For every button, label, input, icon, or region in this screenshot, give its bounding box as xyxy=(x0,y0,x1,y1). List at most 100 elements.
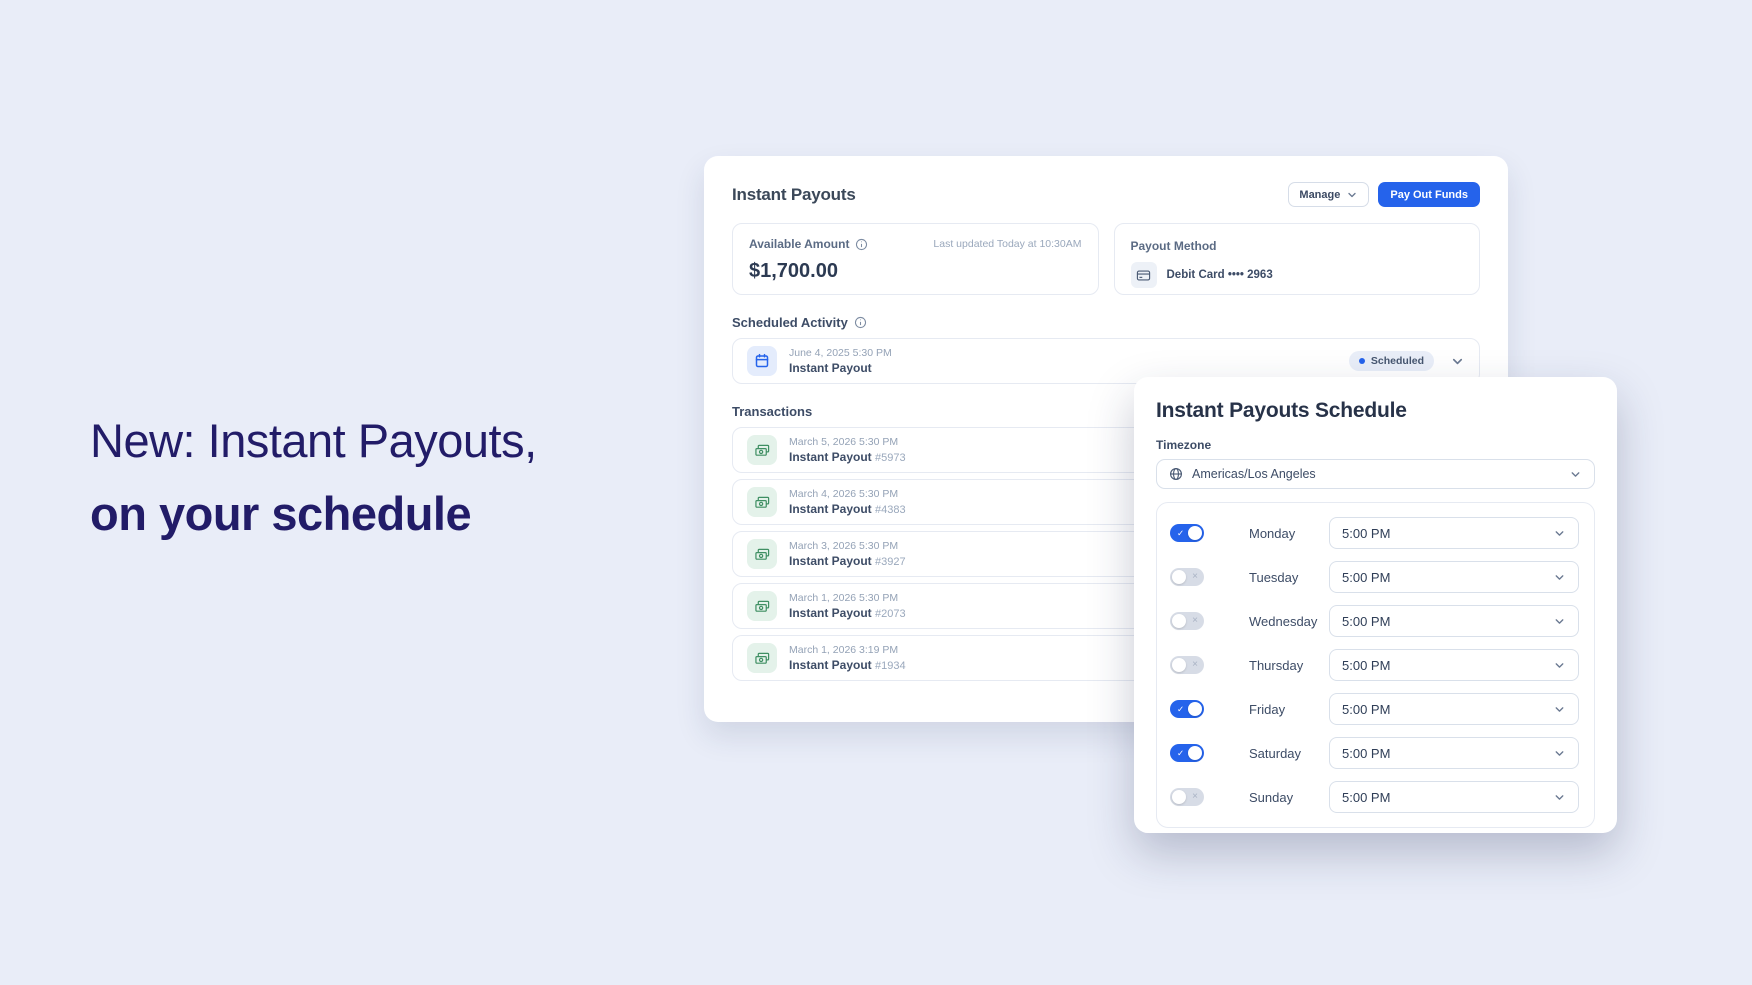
panel-header: Instant Payouts Manage Pay Out Funds xyxy=(732,182,1480,207)
timezone-label: Timezone xyxy=(1156,438,1212,452)
timezone-value: Americas/Los Angeles xyxy=(1192,467,1316,481)
banknotes-icon xyxy=(747,591,777,621)
time-value: 5:00 PM xyxy=(1342,701,1391,717)
scheduled-activity-label: Scheduled Activity xyxy=(732,315,848,330)
tuesday-time-select[interactable]: 5:00 PM xyxy=(1329,561,1579,593)
x-icon: × xyxy=(1192,791,1198,802)
chevron-down-icon[interactable] xyxy=(1450,354,1465,369)
toggle-knob xyxy=(1172,658,1186,672)
chevron-down-icon xyxy=(1569,468,1582,481)
monday-toggle[interactable]: ✓ × xyxy=(1170,524,1204,542)
sunday-time-select[interactable]: 5:00 PM xyxy=(1329,781,1579,813)
header-actions: Manage Pay Out Funds xyxy=(1288,182,1480,207)
transaction-date: March 1, 2026 3:19 PM xyxy=(789,644,899,656)
banknotes-icon xyxy=(747,487,777,517)
saturday-toggle[interactable]: ✓ × xyxy=(1170,744,1204,762)
transactions-label: Transactions xyxy=(732,404,813,419)
pay-out-funds-button[interactable]: Pay Out Funds xyxy=(1378,182,1480,207)
time-value: 5:00 PM xyxy=(1342,789,1391,805)
check-icon: ✓ xyxy=(1177,748,1185,758)
status-badge: Scheduled xyxy=(1348,351,1434,371)
credit-card-icon xyxy=(1130,262,1157,288)
payout-method-label: Payout Method xyxy=(1130,239,1217,253)
transaction-title-text: Instant Payout xyxy=(789,606,872,620)
toggle-knob xyxy=(1172,614,1186,628)
transaction-date: March 5, 2026 5:30 PM xyxy=(789,436,899,448)
day-label: Saturday xyxy=(1249,745,1302,761)
tuesday-toggle[interactable]: ✓ × xyxy=(1170,568,1204,586)
toggle-knob xyxy=(1188,702,1202,716)
available-amount-label: Available Amount xyxy=(749,237,850,251)
friday-toggle[interactable]: ✓ × xyxy=(1170,700,1204,718)
transaction-date: March 3, 2026 5:30 PM xyxy=(789,540,899,552)
banknotes-icon xyxy=(747,435,777,465)
day-row-sunday: ✓ × Sunday 5:00 PM xyxy=(1170,775,1579,819)
day-label: Monday xyxy=(1249,525,1296,541)
x-icon: × xyxy=(1192,571,1198,582)
transaction-date: March 1, 2026 5:30 PM xyxy=(789,592,899,604)
transaction-title: Instant Payout #2073 xyxy=(789,606,906,620)
thursday-time-select[interactable]: 5:00 PM xyxy=(1329,649,1579,681)
day-label: Wednesday xyxy=(1249,613,1318,629)
scheduled-activity-row[interactable]: June 4, 2025 5:30 PM Instant Payout Sche… xyxy=(732,338,1480,384)
saturday-time-select[interactable]: 5:00 PM xyxy=(1329,737,1579,769)
transaction-id: #2073 xyxy=(875,608,906,620)
globe-icon xyxy=(1169,467,1183,481)
chevron-down-icon xyxy=(1346,189,1358,201)
time-value: 5:00 PM xyxy=(1342,525,1391,541)
info-icon[interactable] xyxy=(855,238,868,251)
wednesday-toggle[interactable]: ✓ × xyxy=(1170,612,1204,630)
time-value: 5:00 PM xyxy=(1342,569,1391,585)
info-icon[interactable] xyxy=(854,316,867,329)
x-icon: × xyxy=(1192,615,1198,626)
transaction-title: Instant Payout #4383 xyxy=(789,502,906,516)
payout-method-value: Debit Card •••• 2963 xyxy=(1166,269,1273,281)
thursday-toggle[interactable]: ✓ × xyxy=(1170,656,1204,674)
time-value: 5:00 PM xyxy=(1342,745,1391,761)
sunday-toggle[interactable]: ✓ × xyxy=(1170,788,1204,806)
x-icon: × xyxy=(1192,659,1198,670)
status-badge-label: Scheduled xyxy=(1370,355,1424,367)
status-dot xyxy=(1358,358,1365,364)
transactions-heading: Transactions xyxy=(732,404,1480,419)
day-label: Friday xyxy=(1249,701,1286,717)
timezone-select[interactable]: Americas/Los Angeles xyxy=(1156,459,1595,489)
hero-headline: New: Instant Payouts, on your schedule xyxy=(90,404,537,550)
chevron-down-icon xyxy=(1553,571,1566,584)
manage-button[interactable]: Manage xyxy=(1288,182,1370,207)
transaction-title-text: Instant Payout xyxy=(789,554,872,568)
transaction-title-text: Instant Payout xyxy=(789,502,872,516)
chevron-down-icon xyxy=(1553,615,1566,628)
toggle-knob xyxy=(1172,790,1186,804)
day-row-tuesday: ✓ × Tuesday 5:00 PM xyxy=(1170,555,1579,599)
manage-button-label: Manage xyxy=(1299,188,1341,201)
toggle-knob xyxy=(1188,746,1202,760)
schedule-modal: Instant Payouts Schedule Timezone Americ… xyxy=(1134,377,1617,833)
monday-time-select[interactable]: 5:00 PM xyxy=(1329,517,1579,549)
transaction-id: #4383 xyxy=(875,504,906,516)
chevron-down-icon xyxy=(1553,747,1566,760)
transaction-id: #3927 xyxy=(875,556,906,568)
transaction-date: March 4, 2026 5:30 PM xyxy=(789,488,899,500)
chevron-down-icon xyxy=(1553,659,1566,672)
banknotes-icon xyxy=(747,643,777,673)
page-title: Instant Payouts xyxy=(732,184,856,204)
day-label: Sunday xyxy=(1249,789,1294,805)
hero-line-1: New: Instant Payouts, xyxy=(90,414,537,467)
transaction-title-text: Instant Payout xyxy=(789,658,872,672)
summary-row: Available Amount Last updated Today at 1… xyxy=(732,223,1480,295)
day-row-monday: ✓ × Monday 5:00 PM xyxy=(1170,511,1579,555)
check-icon: ✓ xyxy=(1177,528,1185,538)
scheduled-activity-heading: Scheduled Activity xyxy=(732,315,1480,330)
wednesday-time-select[interactable]: 5:00 PM xyxy=(1329,605,1579,637)
check-icon: ✓ xyxy=(1177,704,1185,714)
banknotes-icon xyxy=(747,539,777,569)
friday-time-select[interactable]: 5:00 PM xyxy=(1329,693,1579,725)
transaction-id: #1934 xyxy=(875,660,906,672)
scheduled-item-date: June 4, 2025 5:30 PM xyxy=(789,347,892,359)
chevron-down-icon xyxy=(1553,791,1566,804)
time-value: 5:00 PM xyxy=(1342,657,1391,673)
available-amount-label-row: Available Amount xyxy=(749,237,868,251)
chevron-down-icon xyxy=(1553,703,1566,716)
payout-method-card: Payout Method Debit Card •••• 2963 xyxy=(1113,223,1480,295)
